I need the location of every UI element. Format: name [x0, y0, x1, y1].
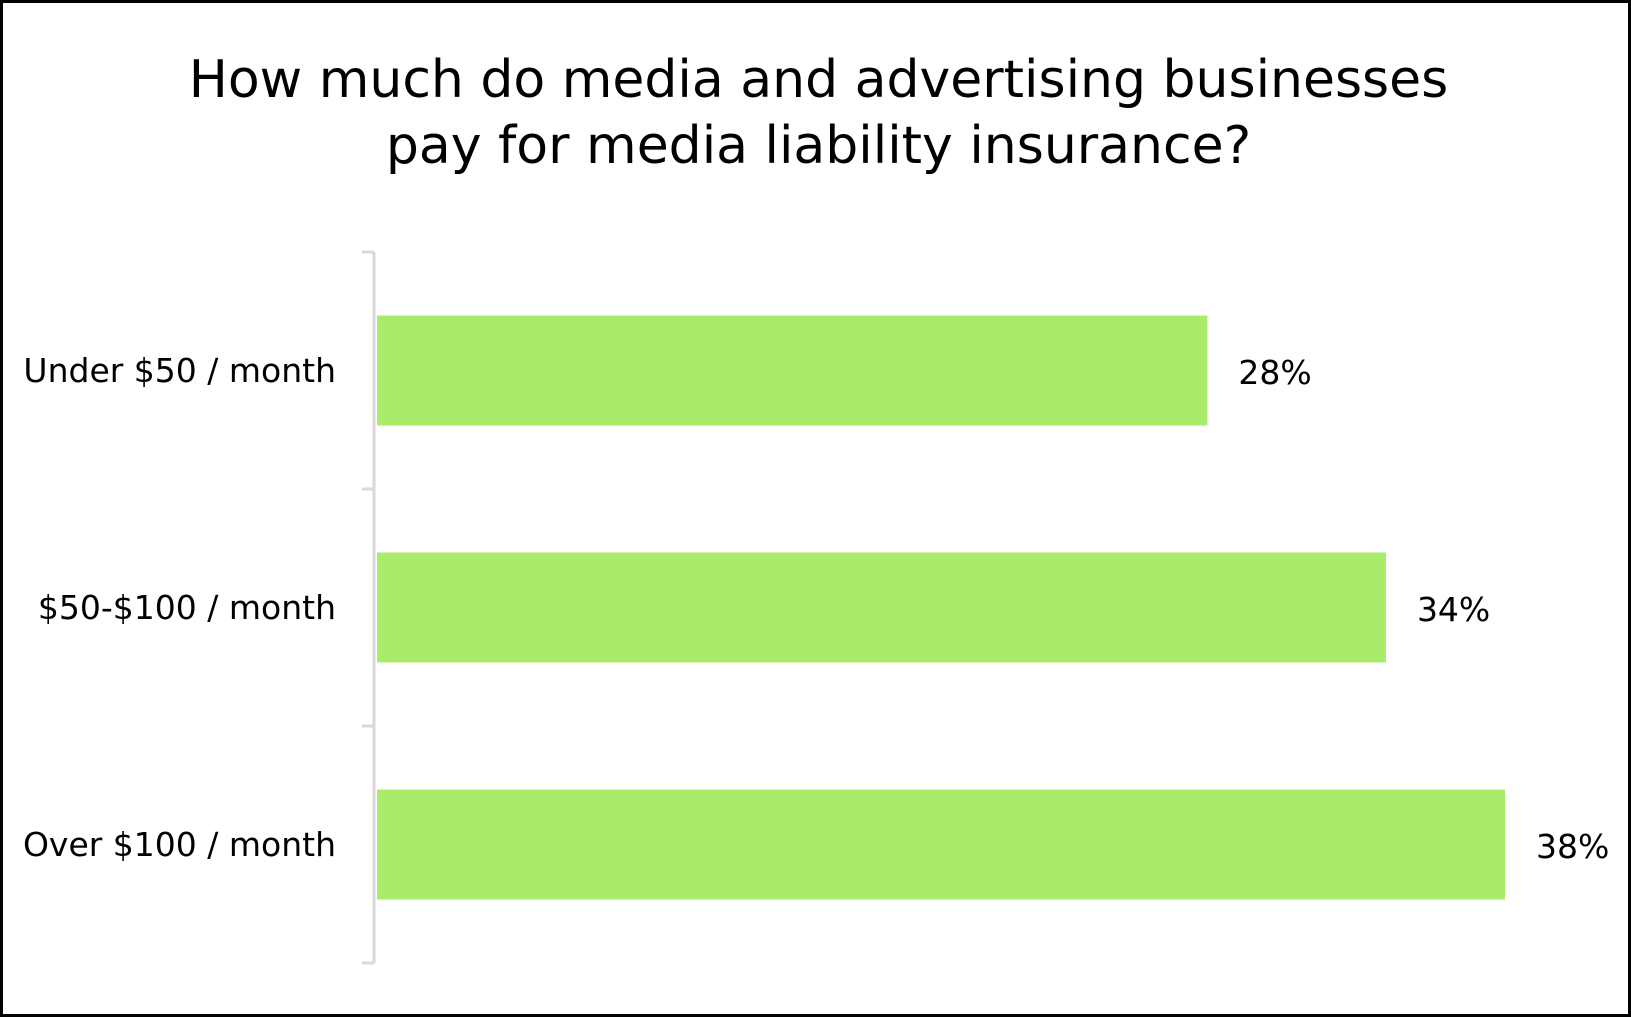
chart-title: How much do media and advertising busine…	[3, 47, 1631, 179]
category-label: $50-$100 / month	[38, 588, 336, 627]
data-label: 28%	[1238, 353, 1311, 392]
category-label: Under $50 / month	[23, 351, 336, 390]
bar	[377, 315, 1208, 426]
bar	[377, 552, 1386, 663]
chart-title-line-1: How much do media and advertising busine…	[188, 50, 1449, 110]
bar	[377, 789, 1505, 900]
chart-title-line-2: pay for media liability insurance?	[385, 116, 1252, 176]
data-label: 38%	[1536, 827, 1609, 866]
data-label: 34%	[1417, 590, 1490, 629]
category-label: Over $100 / month	[23, 825, 336, 864]
